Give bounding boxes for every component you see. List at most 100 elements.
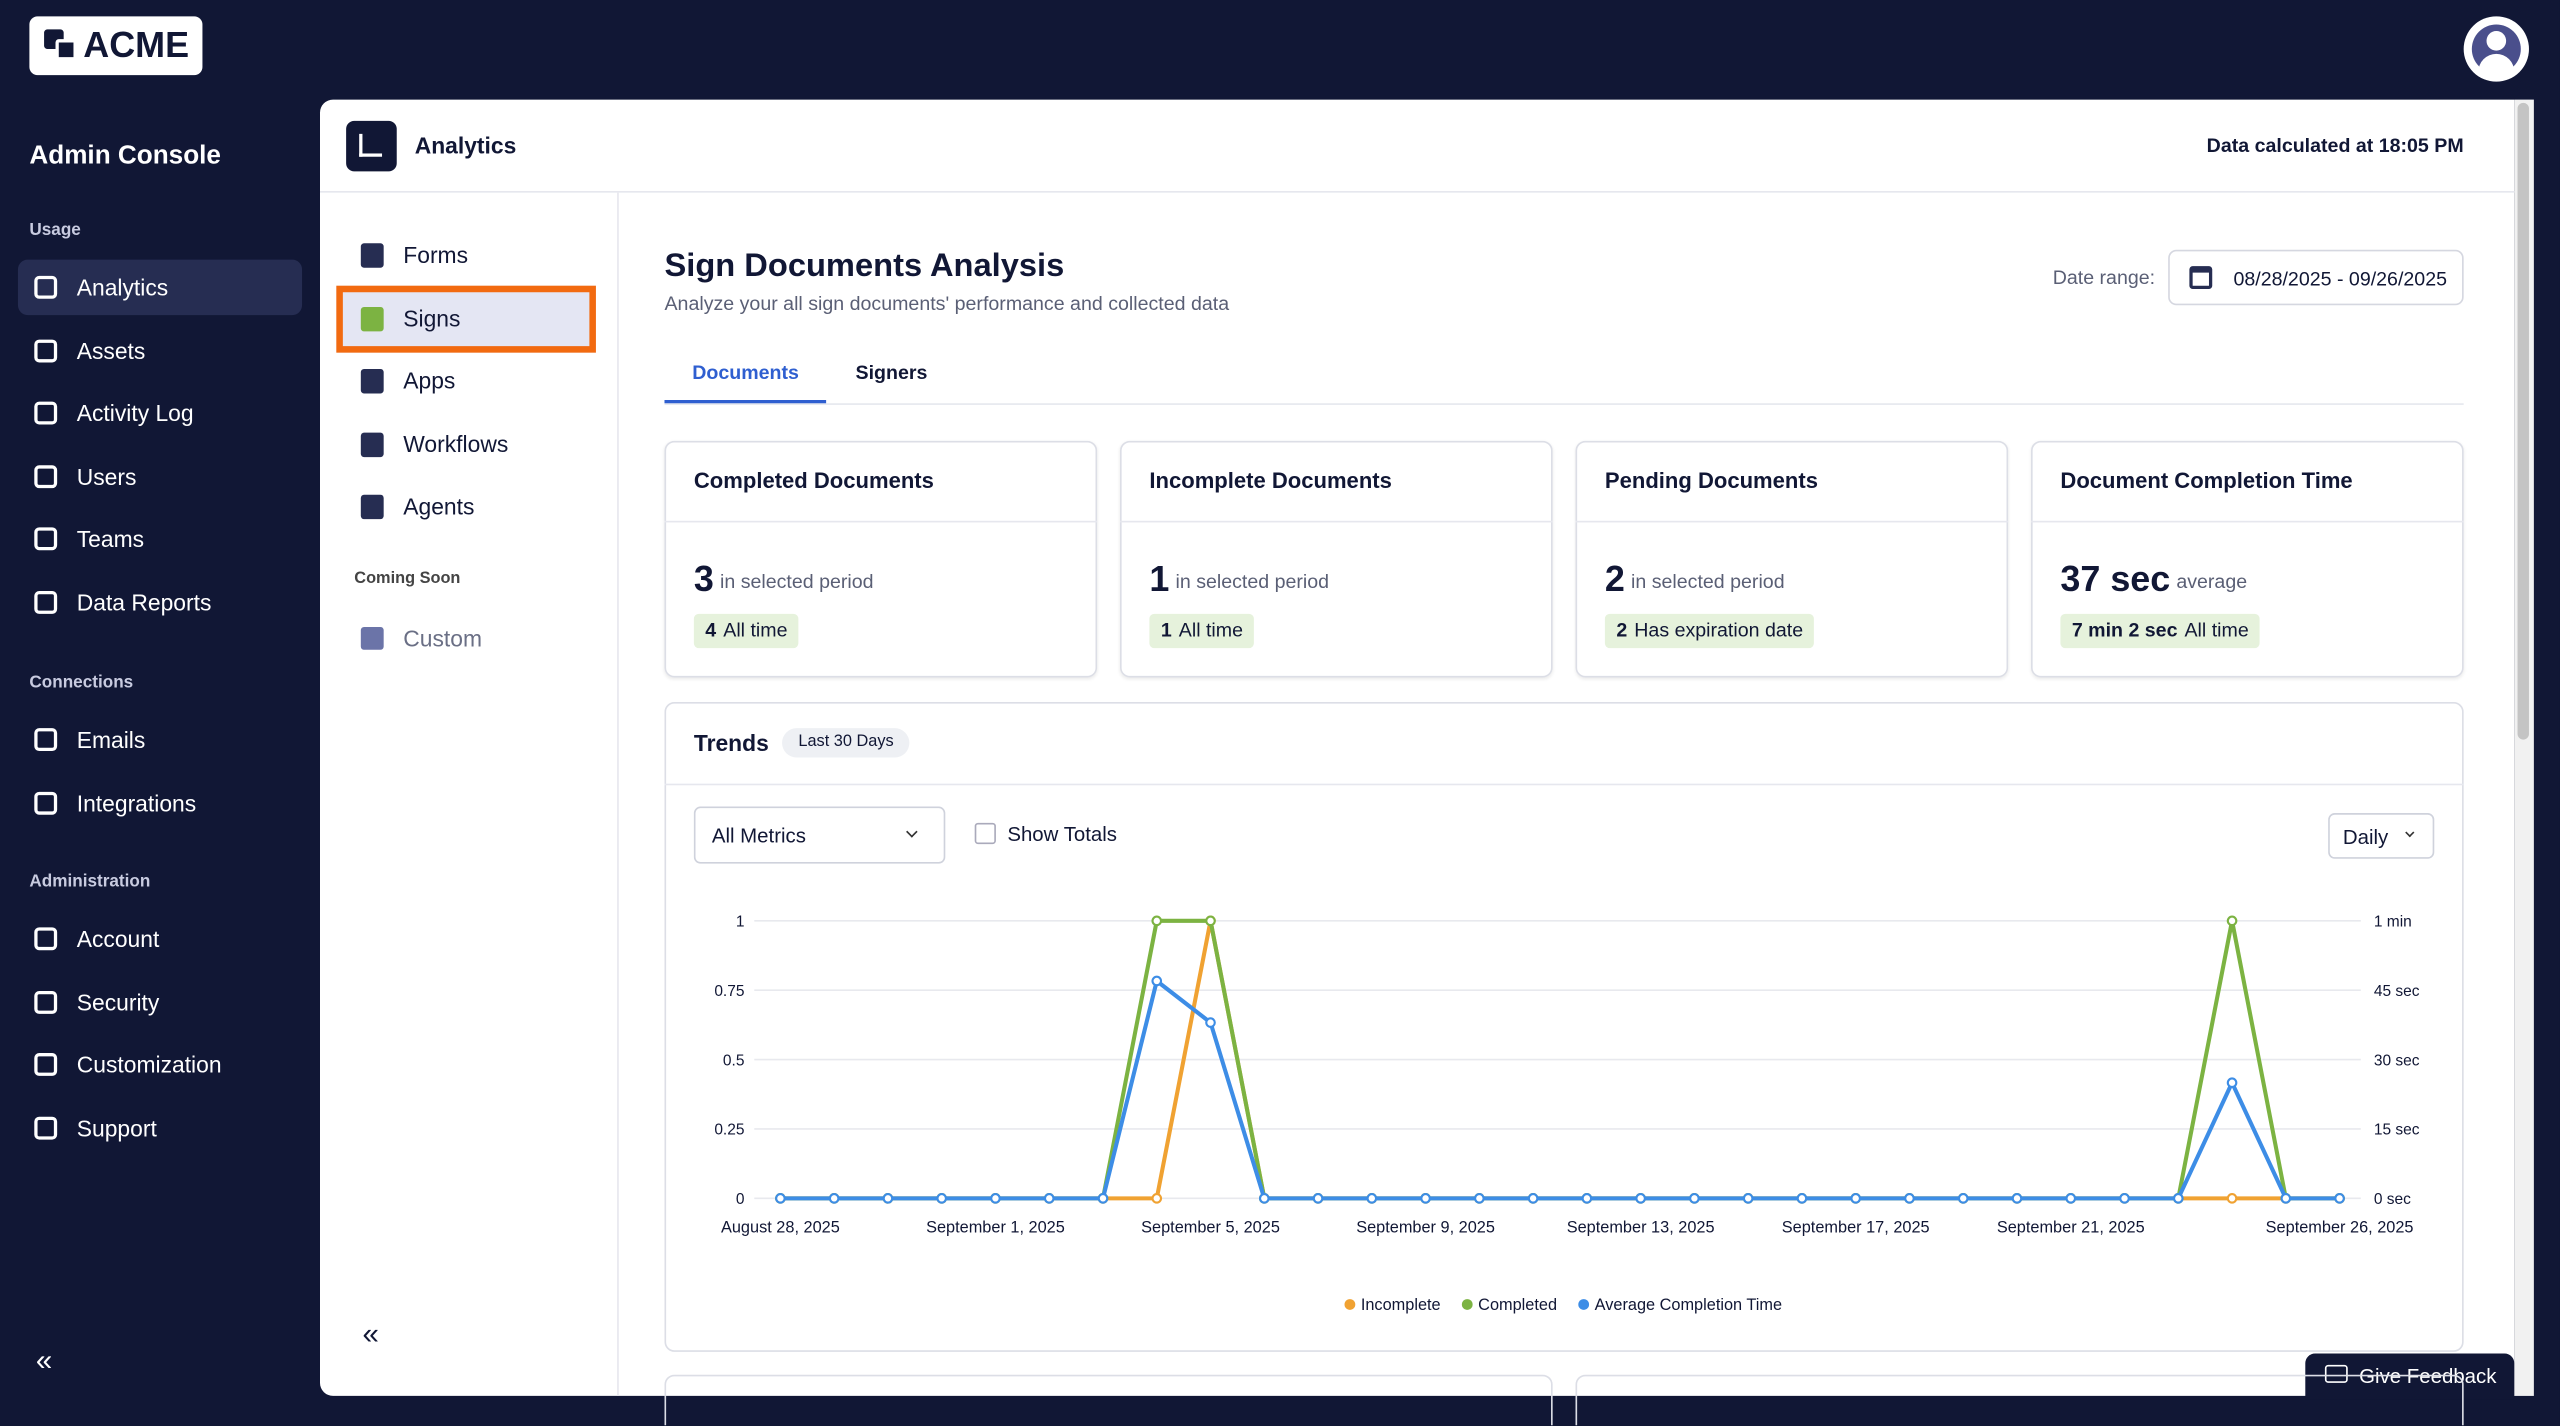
badge-label: Has expiration date [1634,618,1804,642]
stat-card [1119,440,1553,678]
legend-label: Completed [1478,1296,1557,1314]
checkbox[interactable] [974,822,996,845]
stat-card [664,440,1098,678]
y2-tick-label: 15 sec [2374,1122,2420,1139]
y-tick-label: 1 [736,914,745,931]
data-point [1420,1193,1431,1204]
card-title: Completed Documents [693,468,934,494]
data-point [1151,1193,1163,1204]
feedback-button[interactable]: Give Feedback [2305,1353,2515,1400]
card-unit: in selected period [1631,569,1785,593]
nav-item[interactable]: Customization [76,1051,222,1078]
brand: ACME [83,24,190,66]
data-point [1312,1193,1324,1204]
nav-item[interactable]: Support [76,1114,157,1141]
data-point [2226,1077,2238,1089]
card-unit: in selected period [719,569,874,593]
sidebar-collapse[interactable]: « [35,1343,53,1377]
nav-item[interactable]: Assets [76,337,146,364]
trends-divider [664,783,2464,786]
date-range-label: Date range: [2052,266,2156,289]
card-badge: 2 Has expiration date [1604,613,1814,649]
data-point [1904,1193,1915,1204]
nav-icon [34,728,58,752]
data-point [1796,1193,1808,1204]
card-divider [2031,520,2464,523]
nav-item[interactable]: Account [76,925,160,952]
data-point [1581,1193,1593,1204]
lower-card [664,1374,1553,1426]
header-icon-glyph [359,133,383,157]
y-tick-label: 0.5 [723,1052,745,1069]
subnav-divider [617,192,619,1396]
series-line [780,977,2340,1201]
legend-marker [1578,1299,1590,1310]
tab[interactable]: Documents [692,360,799,384]
data-point [775,1193,786,1204]
date-range[interactable]: 08/28/2025 - 09/26/2025 [2168,249,2464,306]
card-badge: 1 All time [1149,613,1254,649]
nav-item[interactable]: Users [76,462,137,489]
header-title: Analytics [414,132,517,159]
subnav-item[interactable]: Signs [403,304,461,331]
badge-label: All time [723,618,788,642]
legend-label: Average Completion Time [1595,1296,1782,1314]
y2-tick-label: 45 sec [2374,983,2420,1000]
metric-select-label: All Metrics [711,824,806,848]
nav-item[interactable]: Emails [76,726,146,753]
subnav-item[interactable]: Forms [403,241,469,268]
nav-item[interactable]: Data Reports [76,588,212,615]
trends-card [664,702,2464,1352]
data-point [1635,1193,1646,1204]
page-title: Sign Documents Analysis [664,248,1065,285]
sidebar-title: Admin Console [29,142,221,170]
card-unit: average [2176,569,2248,593]
data-point [990,1193,1001,1204]
nav-icon [34,1053,58,1076]
y2-tick-label: 30 sec [2374,1052,2420,1069]
nav-item[interactable]: Activity Log [76,399,194,427]
nav-icon [34,401,58,425]
data-point [1474,1193,1485,1204]
calendar-icon [2189,266,2213,289]
header-status: Data calculated at 18:05 PM [2206,133,2464,157]
nav-item[interactable]: Security [76,988,160,1015]
data-point [1258,1193,1270,1204]
stat-card [1575,440,2009,678]
interval-select[interactable]: Daily [2328,813,2435,859]
data-point [1043,1193,1055,1204]
trends-badge: Last 30 Days [782,728,910,758]
scrollbar[interactable] [2514,99,2534,1396]
data-point [828,1193,840,1204]
nav-icon [34,990,58,1014]
nav-item[interactable]: Teams [76,525,145,552]
subnav-icon [360,368,384,394]
nav-item[interactable]: Analytics [76,274,169,301]
card-badge: 4 All time [693,613,799,649]
subnav-item[interactable]: Agents [403,493,475,520]
tab[interactable]: Signers [855,360,928,384]
coming-soon-label: Coming Soon [354,569,461,588]
avatar[interactable] [2463,16,2529,82]
data-point [2334,1193,2345,1204]
logo[interactable]: ACME [29,16,203,76]
data-point [1366,1193,1378,1204]
nav-icon [34,791,58,814]
subnav-item[interactable]: Custom [403,625,483,652]
subnav-item[interactable]: Workflows [403,430,509,457]
card-title: Pending Documents [1604,468,1818,494]
header-divider [319,191,2515,193]
x-tick-label: September 1, 2025 [926,1219,1065,1237]
x-tick-label: August 28, 2025 [721,1219,840,1237]
metric-select[interactable]: All Metrics [693,806,946,864]
subnav-item[interactable]: Apps [403,367,456,394]
nav-icon [34,527,58,551]
data-point [882,1193,894,1204]
subnav-icon [360,494,384,520]
subnav-icon [360,431,384,457]
chevron [906,826,918,838]
subnav-collapse[interactable]: « [362,1317,379,1351]
nav-item[interactable]: Integrations [76,789,197,816]
y2-tick-label: 1 min [2374,914,2412,931]
